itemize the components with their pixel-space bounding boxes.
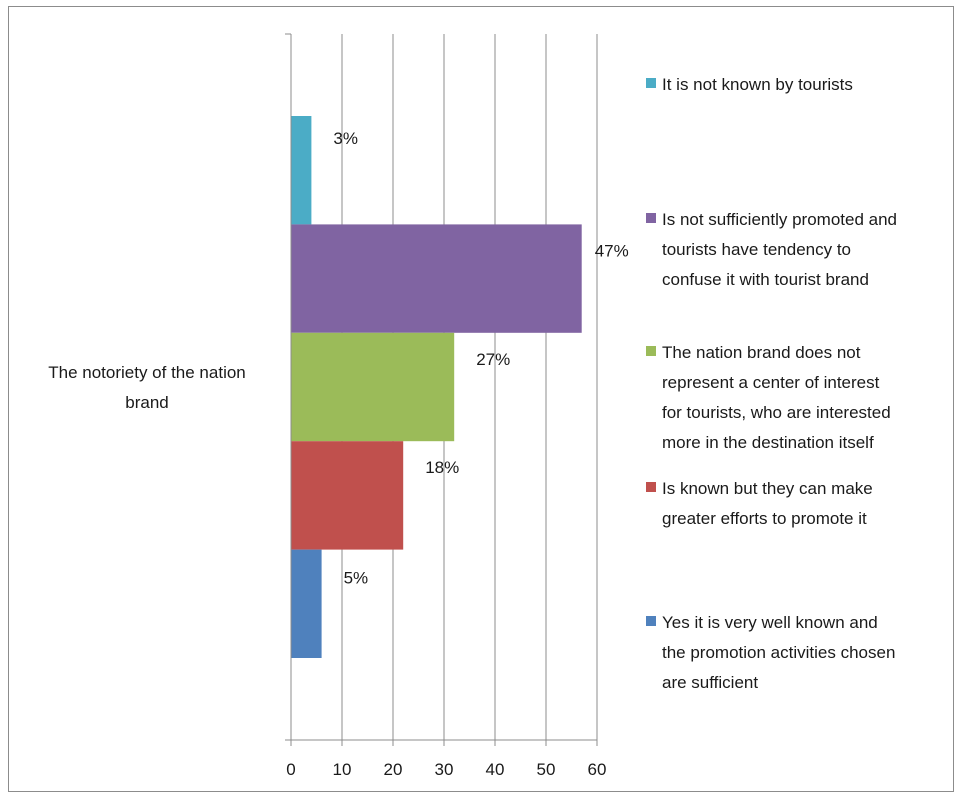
category-label: brand <box>125 393 168 412</box>
x-tick-label: 30 <box>435 760 454 779</box>
x-tick-label: 60 <box>588 760 607 779</box>
chart-frame <box>8 6 954 792</box>
data-label: 18% <box>425 458 459 477</box>
legend-swatch <box>646 616 656 626</box>
data-label: 5% <box>344 569 369 588</box>
labels: 0 10 20 30 40 50 60 3% 47% 27% 18% 5% The notoriety … <box>48 129 628 779</box>
legend-label: confuse it with tourist brand <box>662 270 869 289</box>
bar <box>291 332 455 442</box>
legend-label: represent a center of interest <box>662 373 880 392</box>
legend-label: It is not known by tourists <box>662 75 853 94</box>
x-tick-label: 0 <box>286 760 295 779</box>
legend-label: more in the destination itself <box>662 433 874 452</box>
legend: It is not known by tourists Is not suffic… <box>646 75 897 692</box>
legend-label: greater efforts to promote it <box>662 509 867 528</box>
legend-swatch <box>646 213 656 223</box>
data-label: 3% <box>333 129 358 148</box>
axes <box>285 33 598 746</box>
bar <box>291 549 322 658</box>
x-tick-label: 50 <box>537 760 556 779</box>
x-tick-label: 20 <box>384 760 403 779</box>
category-label: The notoriety of the nation <box>48 363 246 382</box>
legend-label: Yes it is very well known and <box>662 613 878 632</box>
legend-swatch <box>646 346 656 356</box>
data-label: 27% <box>476 350 510 369</box>
bars <box>291 116 582 658</box>
legend-label: for tourists, who are interested <box>662 403 891 422</box>
legend-label: The nation brand does not <box>662 343 861 362</box>
gridlines <box>341 34 598 740</box>
data-label: 47% <box>595 241 629 260</box>
x-tick-label: 40 <box>486 760 505 779</box>
legend-label: Is not sufficiently promoted and <box>662 210 897 229</box>
legend-label: are sufficient <box>662 673 758 692</box>
bar <box>291 224 582 333</box>
bar <box>291 441 404 550</box>
legend-swatch <box>646 78 656 88</box>
x-tick-label: 10 <box>333 760 352 779</box>
bar <box>291 116 312 225</box>
legend-label: the promotion activities chosen <box>662 643 895 662</box>
legend-label: Is known but they can make <box>662 479 873 498</box>
legend-swatch <box>646 482 656 492</box>
legend-label: tourists have tendency to <box>662 240 851 259</box>
